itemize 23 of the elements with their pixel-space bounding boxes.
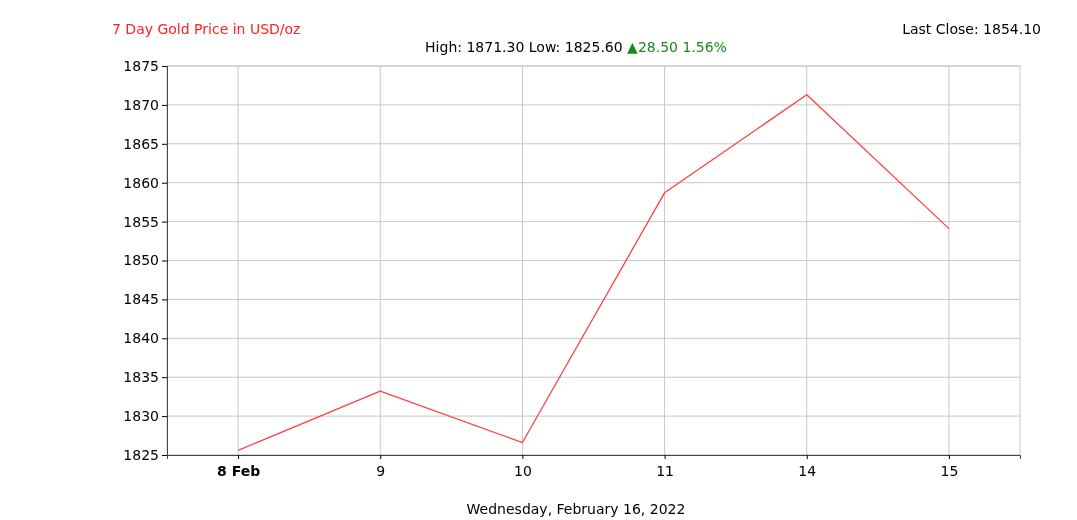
x-tick-label: 8 Feb <box>217 463 261 479</box>
x-tick-label: 11 <box>656 463 674 479</box>
y-tick-label: 1860 <box>123 174 159 191</box>
x-tick-label: 14 <box>798 463 817 479</box>
y-tick-label: 1830 <box>123 408 159 425</box>
chart-subtitle: High: 1871.30 Low: 1825.60 <box>425 39 628 55</box>
y-tick-label: 1825 <box>123 446 159 463</box>
line-series <box>237 94 950 451</box>
y-tick-label: 1875 <box>123 57 159 74</box>
y-tick-label: 1840 <box>123 330 159 347</box>
x-tick-label: 10 <box>514 463 532 479</box>
text: ▲28.50 1.56% <box>627 39 727 55</box>
y-tick-label: 1835 <box>123 369 159 386</box>
text: Last Close: 1854.10 <box>902 21 1041 37</box>
y-tick-label: 1845 <box>123 291 159 308</box>
y-tick-label: 1865 <box>123 135 159 152</box>
chart-title: 7 Day Gold Price in USD/oz <box>112 21 301 37</box>
x-axis-title: Wednesday, February 16, 2022 <box>466 501 686 517</box>
y-tick-label: 1855 <box>123 213 159 230</box>
x-tick-label: 15 <box>940 463 959 479</box>
y-tick-label: 1850 <box>123 252 159 269</box>
y-tick-label: 1870 <box>123 96 159 113</box>
x-tick-label: 9 <box>376 463 386 479</box>
